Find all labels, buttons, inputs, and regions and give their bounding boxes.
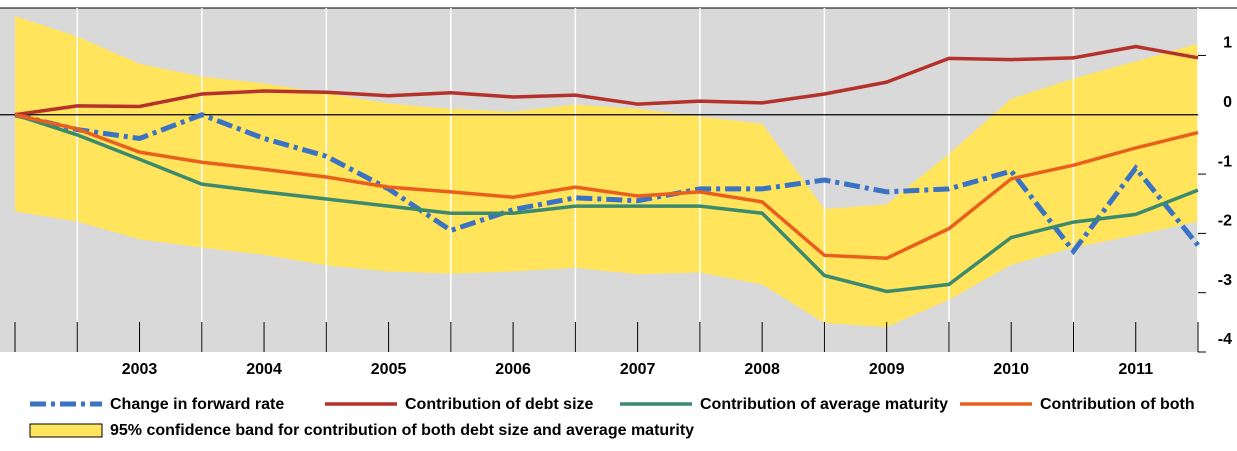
y-tick-label: -1 <box>1218 153 1232 170</box>
y-tick-label: 0 <box>1223 94 1232 111</box>
x-tick-label: 2008 <box>744 361 780 378</box>
series-line <box>14 112 1200 256</box>
legend-label: Contribution of average maturity <box>700 396 948 413</box>
y-tick-label: -3 <box>1218 272 1232 289</box>
series-line <box>14 44 1199 117</box>
series-line <box>14 113 1199 294</box>
series-line <box>14 113 1199 261</box>
x-tick-label: 2009 <box>869 361 905 378</box>
x-tick-label: 2003 <box>122 361 158 378</box>
legend-label: Contribution of debt size <box>405 396 594 413</box>
legend-swatch <box>29 423 103 438</box>
x-tick-label: 2005 <box>371 361 407 378</box>
x-tick-label: 2011 <box>1118 361 1153 378</box>
legend-label: 95% confidence band for contribution of … <box>110 422 694 439</box>
y-tick-label: 1 <box>1223 35 1232 52</box>
legend-label: Contribution of both <box>1040 396 1195 413</box>
y-tick-label: -2 <box>1218 213 1232 230</box>
x-tick-label: 2010 <box>993 361 1029 378</box>
x-tick-label: 2006 <box>495 361 531 378</box>
legend-label: Change in forward rate <box>110 396 284 413</box>
x-tick-label: 2007 <box>620 361 656 378</box>
x-tick-label: 2004 <box>246 361 282 378</box>
y-tick-label: -4 <box>1218 331 1232 348</box>
